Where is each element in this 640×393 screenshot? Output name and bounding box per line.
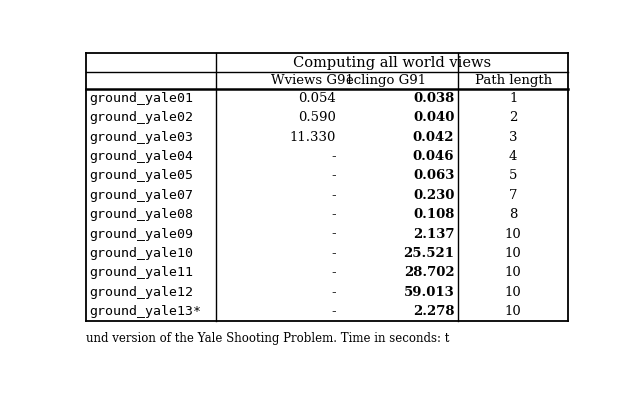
Text: ground_yale09: ground_yale09 xyxy=(90,228,193,241)
Text: Path length: Path length xyxy=(475,74,552,87)
Text: ground_yale11: ground_yale11 xyxy=(90,266,193,279)
Text: 0.046: 0.046 xyxy=(413,150,454,163)
Text: 0.063: 0.063 xyxy=(413,169,454,182)
Text: -: - xyxy=(331,228,336,241)
Text: eclingo G91: eclingo G91 xyxy=(346,74,427,87)
Text: ground_yale10: ground_yale10 xyxy=(90,247,193,260)
Text: ground_yale04: ground_yale04 xyxy=(90,150,193,163)
Text: -: - xyxy=(331,208,336,221)
Text: Computing all world views: Computing all world views xyxy=(293,55,491,70)
Text: 7: 7 xyxy=(509,189,518,202)
Text: 0.108: 0.108 xyxy=(413,208,454,221)
Text: -: - xyxy=(331,169,336,182)
Text: und version of the Yale Shooting Problem. Time in seconds: t: und version of the Yale Shooting Problem… xyxy=(86,332,449,345)
Text: 0.040: 0.040 xyxy=(413,111,454,124)
Text: 0.230: 0.230 xyxy=(413,189,454,202)
Text: -: - xyxy=(331,305,336,318)
Text: 10: 10 xyxy=(505,305,522,318)
Text: Wviews G91: Wviews G91 xyxy=(271,74,353,87)
Text: ground_yale01: ground_yale01 xyxy=(90,92,193,105)
Text: ground_yale08: ground_yale08 xyxy=(90,208,193,221)
Text: 0.054: 0.054 xyxy=(298,92,336,105)
Text: ground_yale02: ground_yale02 xyxy=(90,111,193,124)
Text: 0.042: 0.042 xyxy=(413,131,454,144)
Text: 4: 4 xyxy=(509,150,517,163)
Text: 5: 5 xyxy=(509,169,517,182)
Text: 10: 10 xyxy=(505,266,522,279)
Text: ground_yale13*: ground_yale13* xyxy=(90,305,202,318)
Text: -: - xyxy=(331,247,336,260)
Text: 8: 8 xyxy=(509,208,517,221)
Text: -: - xyxy=(331,150,336,163)
Text: 28.702: 28.702 xyxy=(404,266,454,279)
Text: -: - xyxy=(331,189,336,202)
Text: ground_yale05: ground_yale05 xyxy=(90,169,193,182)
Text: 2: 2 xyxy=(509,111,517,124)
Text: 2.137: 2.137 xyxy=(413,228,454,241)
Text: 10: 10 xyxy=(505,228,522,241)
Text: 10: 10 xyxy=(505,247,522,260)
Text: 25.521: 25.521 xyxy=(403,247,454,260)
Text: 0.038: 0.038 xyxy=(413,92,454,105)
Text: 59.013: 59.013 xyxy=(404,286,454,299)
Text: 0.590: 0.590 xyxy=(298,111,336,124)
Text: 3: 3 xyxy=(509,131,518,144)
Text: 10: 10 xyxy=(505,286,522,299)
Text: -: - xyxy=(331,286,336,299)
Text: -: - xyxy=(331,266,336,279)
Text: 11.330: 11.330 xyxy=(289,131,336,144)
Text: ground_yale07: ground_yale07 xyxy=(90,189,193,202)
Text: 2.278: 2.278 xyxy=(413,305,454,318)
Text: ground_yale12: ground_yale12 xyxy=(90,286,193,299)
Text: ground_yale03: ground_yale03 xyxy=(90,131,193,144)
Text: 1: 1 xyxy=(509,92,517,105)
